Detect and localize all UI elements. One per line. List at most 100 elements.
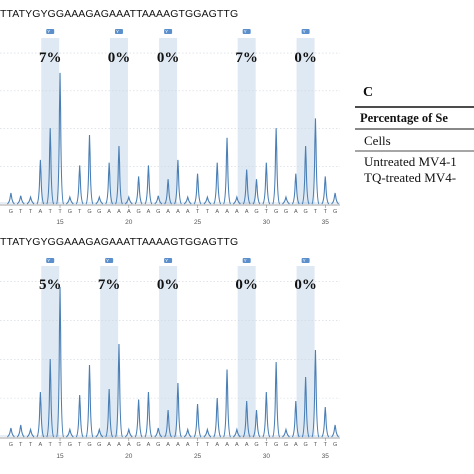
peak-trace bbox=[252, 179, 261, 205]
peak-trace bbox=[95, 195, 104, 205]
gridlines bbox=[0, 52, 340, 167]
peak-trace bbox=[262, 162, 271, 205]
base-call: T bbox=[29, 442, 33, 448]
base-call: G bbox=[333, 442, 337, 448]
percent-label: 0% bbox=[235, 277, 258, 293]
peak-trace bbox=[252, 409, 261, 438]
peak-trace bbox=[242, 400, 251, 438]
base-call: T bbox=[78, 442, 82, 448]
site-tag-text: Y bbox=[165, 258, 168, 263]
peak-trace bbox=[242, 169, 251, 205]
base-call: A bbox=[215, 442, 219, 448]
peak-trace bbox=[95, 427, 104, 438]
x-tick-label: 20 bbox=[125, 453, 133, 460]
highlight-band bbox=[237, 266, 256, 437]
base-call: G bbox=[274, 442, 278, 448]
peak-trace bbox=[154, 195, 163, 205]
x-tick-label: 15 bbox=[56, 453, 64, 460]
base-call: T bbox=[19, 442, 23, 448]
highlight-band bbox=[296, 266, 315, 437]
chromatogram-traces bbox=[0, 72, 340, 205]
peak-trace bbox=[213, 162, 222, 205]
base-call: A bbox=[39, 442, 43, 448]
base-call: A bbox=[117, 442, 121, 448]
base-call: A bbox=[107, 442, 111, 448]
peak-trace bbox=[311, 118, 320, 205]
peak-trace bbox=[26, 195, 35, 205]
peak-trace bbox=[164, 179, 173, 205]
site-tag-text: Y bbox=[116, 29, 119, 34]
site-tag-text: Y bbox=[106, 258, 109, 263]
base-call: T bbox=[206, 442, 210, 448]
base-call: A bbox=[294, 442, 298, 448]
site-tag-text: Y bbox=[244, 258, 247, 263]
base-call: T bbox=[19, 209, 23, 215]
base-call: A bbox=[107, 209, 111, 215]
base-call: A bbox=[166, 209, 170, 215]
base-call: A bbox=[117, 209, 121, 215]
base-call: A bbox=[235, 209, 239, 215]
peak-trace bbox=[134, 399, 143, 438]
site-tag bbox=[164, 29, 173, 34]
base-call: A bbox=[245, 442, 249, 448]
peak-trace bbox=[321, 176, 330, 205]
peak-trace bbox=[144, 391, 153, 438]
peak-trace bbox=[114, 343, 123, 438]
peak-trace bbox=[331, 192, 339, 205]
peak-trace bbox=[282, 195, 290, 205]
base-call: T bbox=[314, 209, 318, 215]
site-tag-text: Y bbox=[303, 29, 306, 34]
base-call: G bbox=[156, 442, 160, 448]
base-call: T bbox=[58, 209, 62, 215]
peak-trace bbox=[183, 427, 192, 438]
base-call: G bbox=[136, 442, 140, 448]
base-call: A bbox=[294, 209, 298, 215]
base-call: G bbox=[274, 209, 278, 215]
base-call: G bbox=[303, 209, 307, 215]
base-call: T bbox=[324, 209, 328, 215]
base-call: A bbox=[186, 209, 190, 215]
base-call: G bbox=[68, 209, 72, 215]
base-call: A bbox=[215, 209, 219, 215]
site-tag bbox=[301, 258, 310, 263]
peak-trace bbox=[75, 394, 84, 438]
base-call: G bbox=[97, 442, 101, 448]
base-call: A bbox=[225, 209, 229, 215]
base-call: T bbox=[58, 442, 62, 448]
site-tag bbox=[105, 258, 114, 263]
base-call: T bbox=[265, 209, 269, 215]
base-call: A bbox=[147, 442, 151, 448]
base-call: A bbox=[225, 442, 229, 448]
base-call: G bbox=[284, 209, 288, 215]
site-tag-text: Y bbox=[303, 258, 306, 263]
peak-trace bbox=[301, 376, 310, 438]
site-tag-text: Y bbox=[47, 258, 50, 263]
peak-trace bbox=[262, 391, 271, 438]
x-tick-label: 30 bbox=[263, 453, 271, 460]
peak-trace bbox=[331, 424, 339, 438]
panel-label: C bbox=[363, 85, 373, 100]
sequence-label: TTATYGYGGAAAGAGAAATTAAAAGTGGAGTTG bbox=[0, 236, 238, 248]
base-call: G bbox=[254, 442, 258, 448]
peak-trace bbox=[272, 128, 281, 205]
methylation-site-highlights bbox=[41, 38, 315, 204]
percent-label: 7% bbox=[98, 277, 121, 293]
percent-label: 0% bbox=[108, 50, 131, 66]
x-tick-labels: 15 20 25 30 35 bbox=[56, 205, 329, 226]
peak-trace bbox=[282, 427, 290, 438]
base-call: T bbox=[206, 209, 210, 215]
peak-trace bbox=[56, 286, 65, 438]
percent-label: 0% bbox=[294, 50, 317, 66]
x-tick-labels: 15 20 25 30 35 bbox=[56, 438, 329, 460]
base-call: A bbox=[186, 442, 190, 448]
base-call: T bbox=[78, 209, 82, 215]
percent-label: 5% bbox=[39, 277, 62, 293]
percent-labels: 7% 0% 0% 7% 0% bbox=[39, 50, 317, 66]
peak-trace bbox=[134, 176, 143, 205]
peak-trace bbox=[291, 173, 300, 205]
base-call: T bbox=[49, 209, 53, 215]
site-tag-text: Y bbox=[47, 29, 50, 34]
